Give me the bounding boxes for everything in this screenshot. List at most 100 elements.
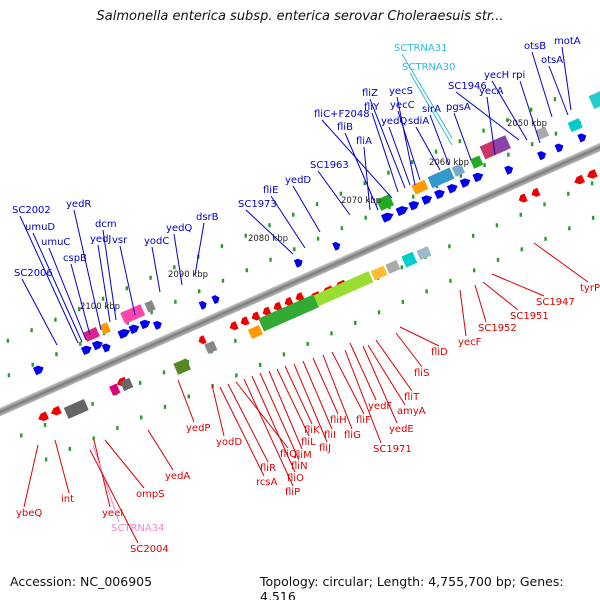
gene-label: fliQ	[280, 449, 297, 460]
leader-line	[415, 126, 441, 171]
tick-dot	[568, 226, 571, 231]
tick-dot	[520, 247, 523, 252]
feature-block	[376, 194, 395, 211]
tick-dot	[68, 446, 72, 451]
tick-label: 2060 kbp	[429, 158, 469, 168]
gene-label: fliH	[330, 415, 347, 426]
tick-dot	[220, 244, 224, 249]
gene-label: yedQ	[381, 116, 407, 127]
gene-label: yecS	[389, 86, 413, 97]
axis-bar	[0, 139, 600, 420]
gene-label: SC1947	[536, 297, 575, 308]
leader-line	[243, 378, 294, 487]
reverse-gene-arrow	[284, 296, 294, 307]
gene-label: fliO	[287, 473, 304, 484]
map-title: Salmonella enterica subsp. enterica sero…	[96, 9, 504, 24]
tick-dot	[31, 362, 34, 367]
gene-label: fliP	[285, 487, 300, 498]
leader-line	[270, 195, 306, 249]
gene-label: fliD	[431, 347, 448, 358]
gene-label: yedA	[165, 471, 190, 482]
leader-line	[151, 246, 161, 293]
leader-line	[459, 289, 467, 337]
gene-label: SC1946	[448, 81, 487, 92]
tick-dot	[43, 422, 47, 427]
tick-dot	[377, 310, 381, 315]
tick-dot	[197, 289, 201, 294]
forward-gene-arrow	[117, 328, 131, 339]
leader-line	[396, 96, 416, 186]
tick-dot	[55, 352, 58, 357]
leader-line	[312, 357, 339, 415]
forward-gene-arrow	[537, 151, 547, 161]
feature-block	[427, 167, 455, 189]
tick-dot	[282, 352, 286, 357]
tick-dot	[126, 320, 130, 325]
feature-block	[416, 246, 432, 261]
gene-label: yedR	[66, 199, 91, 210]
gene-label: dcm	[95, 219, 117, 230]
tick-dot	[292, 212, 295, 217]
reverse-gene-arrow	[240, 316, 250, 326]
gene-label: SCTRNA31	[394, 43, 447, 54]
tick-dot	[91, 401, 94, 406]
tick-dot	[330, 331, 333, 336]
leader-line	[395, 332, 423, 368]
feature-block	[120, 377, 134, 392]
leader-line	[219, 386, 265, 477]
gene-label: SCTRNA30	[402, 62, 455, 73]
gene-label: fliK	[304, 425, 320, 436]
leader-line	[491, 80, 528, 141]
tick-dot	[138, 380, 142, 385]
gene-label: fliE	[263, 185, 278, 196]
gene-label: otsB	[524, 41, 546, 52]
feature-block	[247, 324, 263, 339]
gene-label: dsrB	[196, 212, 219, 223]
leader-line	[276, 368, 310, 437]
leader-line	[486, 96, 496, 156]
feature-block	[411, 179, 429, 195]
leader-line	[32, 232, 83, 343]
feature-block	[401, 251, 418, 268]
forward-gene-arrow	[32, 365, 44, 376]
tick-label: 2070 kbp	[341, 196, 381, 206]
leader-line	[369, 98, 406, 189]
leader-line	[331, 351, 365, 415]
reverse-gene-arrow	[531, 187, 541, 197]
forward-gene-arrow	[139, 319, 151, 330]
tick-dot	[234, 338, 237, 343]
tick-dot	[401, 299, 405, 304]
forward-gene-arrow	[211, 295, 220, 305]
tick-dot	[92, 436, 95, 441]
gene-label: fliM	[294, 450, 312, 461]
tick-dot	[244, 233, 247, 238]
leader-line	[401, 53, 453, 139]
gene-label: SC2002	[12, 205, 51, 216]
gene-label: SC2004	[130, 544, 169, 555]
feature-block	[109, 383, 121, 396]
tick-dot	[495, 223, 499, 228]
leader-line	[533, 242, 589, 283]
tick-dot	[530, 142, 534, 147]
leader-line	[104, 439, 145, 489]
forward-gene-arrow	[554, 143, 564, 153]
leader-line	[259, 372, 300, 461]
leader-line	[19, 215, 79, 344]
leader-line	[474, 284, 487, 323]
gene-label: fliL	[301, 437, 316, 448]
leader-line	[227, 383, 269, 463]
leader-line	[177, 379, 195, 423]
feature-block	[370, 265, 388, 281]
forward-gene-arrow	[101, 343, 111, 353]
leader-line	[371, 112, 399, 193]
tick-label: 2080 kbp	[248, 234, 288, 244]
tick-dot	[529, 107, 533, 112]
reverse-gene-arrow	[574, 174, 585, 185]
gene-label: ybeQ	[16, 508, 42, 519]
gene-label: yedQ	[166, 223, 192, 234]
tick-dot	[591, 215, 595, 220]
forward-gene-arrow	[381, 212, 394, 223]
tick-dot	[590, 181, 594, 186]
forward-gene-arrow	[421, 195, 433, 205]
gene-label: otsA	[541, 55, 563, 66]
